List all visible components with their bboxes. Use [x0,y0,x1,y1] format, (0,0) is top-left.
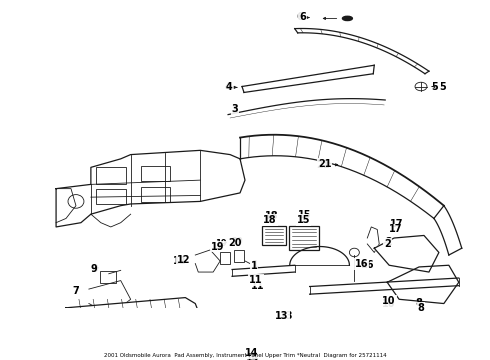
Text: 14: 14 [245,348,259,358]
Text: 7: 7 [73,286,79,296]
Text: 10: 10 [382,299,396,309]
Text: 21: 21 [318,159,331,169]
Text: 7: 7 [72,286,79,296]
FancyBboxPatch shape [262,226,286,245]
Polygon shape [387,265,459,303]
Text: 19: 19 [215,239,227,248]
Text: 4: 4 [226,82,232,93]
Text: 9: 9 [91,265,98,274]
Text: 10: 10 [382,296,396,306]
Text: 16: 16 [355,260,368,269]
Text: 12: 12 [173,256,186,266]
Text: 19: 19 [211,242,225,252]
Text: 1: 1 [252,260,259,270]
Text: 9: 9 [91,265,97,274]
Text: 14: 14 [246,353,260,360]
Text: 3: 3 [231,105,238,115]
Text: 5: 5 [440,82,446,93]
Text: 17: 17 [391,220,404,229]
Ellipse shape [343,16,352,21]
Text: 11: 11 [249,275,263,285]
Text: 13: 13 [280,311,294,321]
Text: 17: 17 [390,225,403,234]
Text: 6: 6 [296,12,303,22]
Text: 20: 20 [231,237,243,246]
Text: 18: 18 [263,215,277,225]
Polygon shape [56,298,200,333]
Text: 18: 18 [265,211,279,221]
Text: 15: 15 [298,210,312,220]
Text: 11: 11 [251,280,265,291]
Text: 2: 2 [385,237,392,247]
Text: 6: 6 [299,12,306,22]
Text: 1: 1 [250,261,257,271]
FancyBboxPatch shape [289,226,318,250]
Text: 2: 2 [384,239,391,249]
FancyBboxPatch shape [234,333,266,350]
Text: 15: 15 [297,215,311,225]
Text: 16: 16 [361,260,375,270]
Text: 21: 21 [316,160,329,170]
Bar [220,252,230,264]
Text: 2001 Oldsmobile Aurora  Pad Assembly, Instrument Panel Upper Trim *Neutral  Diag: 2001 Oldsmobile Aurora Pad Assembly, Ins… [104,353,386,358]
Text: 20: 20 [228,238,242,248]
Text: 5: 5 [431,81,438,91]
Text: 13: 13 [275,311,289,321]
FancyBboxPatch shape [100,271,116,283]
Bar [234,250,244,262]
Text: 12: 12 [176,255,190,265]
Text: 8: 8 [416,298,422,308]
Bar [141,187,171,202]
Text: 3: 3 [232,104,239,114]
Bar [96,189,125,204]
Text: 4: 4 [224,81,231,91]
Text: 8: 8 [417,303,424,313]
Polygon shape [374,235,439,272]
Bar [141,166,171,181]
Bar [96,167,125,184]
